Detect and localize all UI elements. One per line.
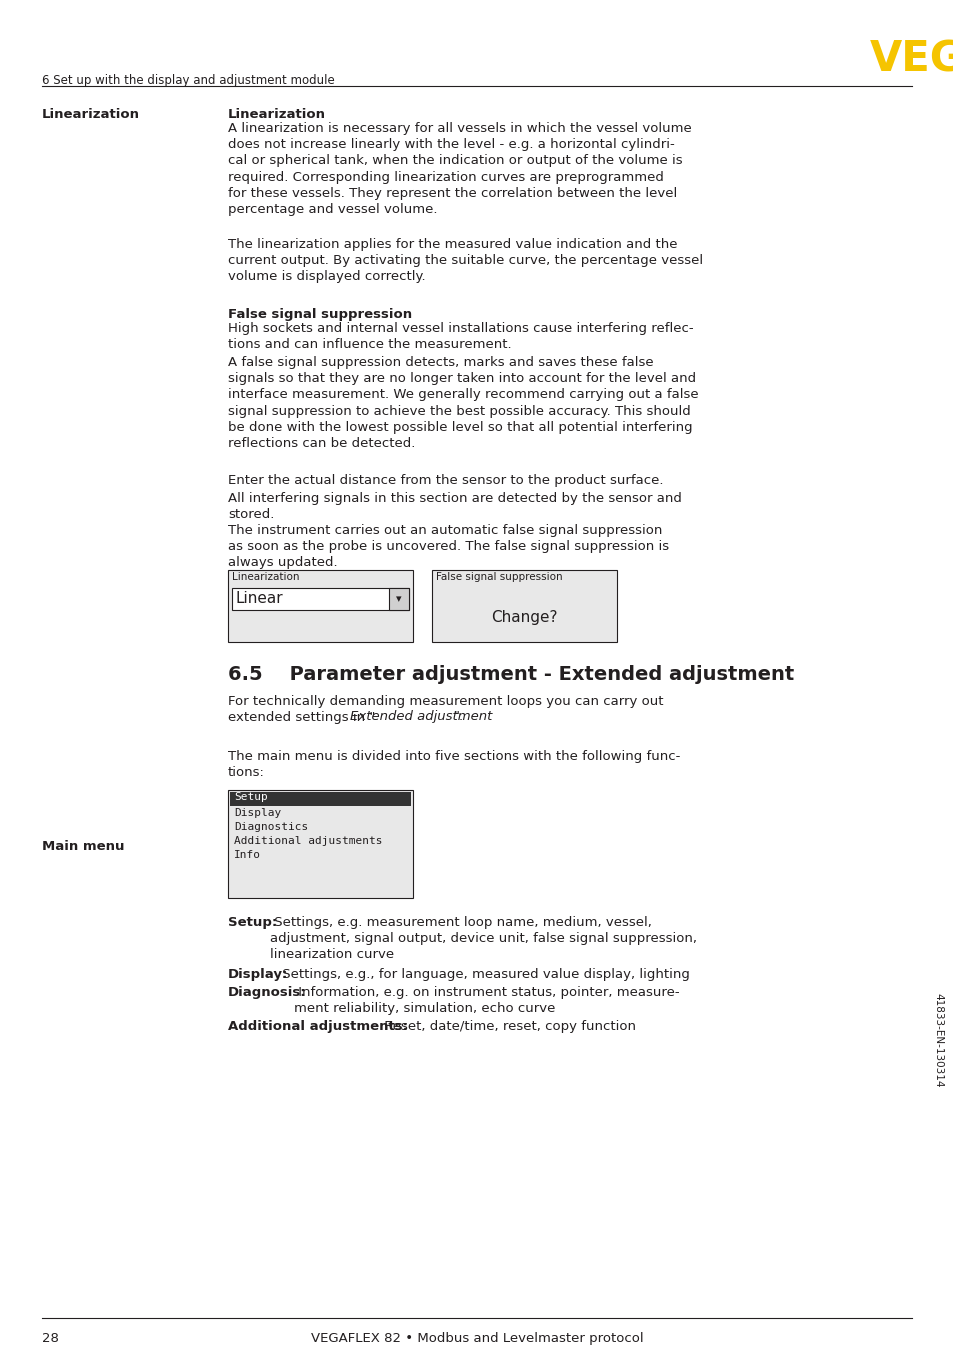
Text: Setup:: Setup: — [228, 917, 277, 929]
Text: Extended adjustment: Extended adjustment — [350, 709, 492, 723]
Text: VEGAFLEX 82 • Modbus and Levelmaster protocol: VEGAFLEX 82 • Modbus and Levelmaster pro… — [311, 1332, 642, 1345]
Text: Information, e.g. on instrument status, pointer, measure-
ment reliability, simu: Information, e.g. on instrument status, … — [294, 986, 679, 1016]
Text: Linearization: Linearization — [232, 571, 299, 582]
Bar — [232, 588, 409, 611]
Bar — [432, 570, 617, 642]
Text: 6.5    Parameter adjustment - Extended adjustment: 6.5 Parameter adjustment - Extended adju… — [228, 665, 794, 684]
Text: ".: ". — [454, 709, 464, 723]
Text: 6 Set up with the display and adjustment module: 6 Set up with the display and adjustment… — [42, 74, 335, 87]
Text: 41833-EN-130314: 41833-EN-130314 — [932, 992, 942, 1087]
Text: Linear: Linear — [235, 590, 283, 607]
Text: Linearization: Linearization — [228, 108, 326, 121]
Bar — [228, 789, 413, 898]
Text: The main menu is divided into five sections with the following func-
tions:: The main menu is divided into five secti… — [228, 750, 679, 779]
Text: Settings, e.g. measurement loop name, medium, vessel,
adjustment, signal output,: Settings, e.g. measurement loop name, me… — [270, 917, 697, 961]
Text: The instrument carries out an automatic false signal suppression
as soon as the : The instrument carries out an automatic … — [228, 524, 668, 570]
Text: Setup: Setup — [233, 792, 268, 802]
Text: Display: Display — [233, 808, 281, 818]
Text: For technically demanding measurement loops you can carry out
extended settings : For technically demanding measurement lo… — [228, 695, 662, 724]
Text: 28: 28 — [42, 1332, 59, 1345]
Text: Change?: Change? — [491, 611, 558, 626]
Text: Main menu: Main menu — [42, 839, 125, 853]
Text: VEGA: VEGA — [869, 38, 953, 80]
Text: Info: Info — [233, 850, 261, 860]
Text: Linearization: Linearization — [42, 108, 140, 121]
Text: ▾: ▾ — [395, 594, 401, 604]
Text: A false signal suppression detects, marks and saves these false
signals so that : A false signal suppression detects, mark… — [228, 356, 698, 450]
Text: A linearization is necessary for all vessels in which the vessel volume
does not: A linearization is necessary for all ves… — [228, 122, 691, 217]
Bar — [230, 792, 411, 806]
Text: Diagnosis:: Diagnosis: — [228, 986, 306, 999]
Text: Diagnostics: Diagnostics — [233, 822, 308, 831]
Text: Additional adjustments:: Additional adjustments: — [228, 1020, 408, 1033]
Bar — [228, 570, 413, 642]
Text: False signal suppression: False signal suppression — [436, 571, 562, 582]
Text: High sockets and internal vessel installations cause interfering reflec-
tions a: High sockets and internal vessel install… — [228, 322, 693, 351]
Text: Display:: Display: — [228, 968, 288, 982]
Text: False signal suppression: False signal suppression — [228, 307, 412, 321]
Text: All interfering signals in this section are detected by the sensor and
stored.: All interfering signals in this section … — [228, 492, 681, 521]
Text: Reset, date/time, reset, copy function: Reset, date/time, reset, copy function — [379, 1020, 636, 1033]
Text: The linearization applies for the measured value indication and the
current outp: The linearization applies for the measur… — [228, 238, 702, 283]
Text: Settings, e.g., for language, measured value display, lighting: Settings, e.g., for language, measured v… — [277, 968, 689, 982]
Text: Enter the actual distance from the sensor to the product surface.: Enter the actual distance from the senso… — [228, 474, 662, 487]
Bar — [389, 588, 409, 611]
Text: Additional adjustments: Additional adjustments — [233, 835, 382, 846]
